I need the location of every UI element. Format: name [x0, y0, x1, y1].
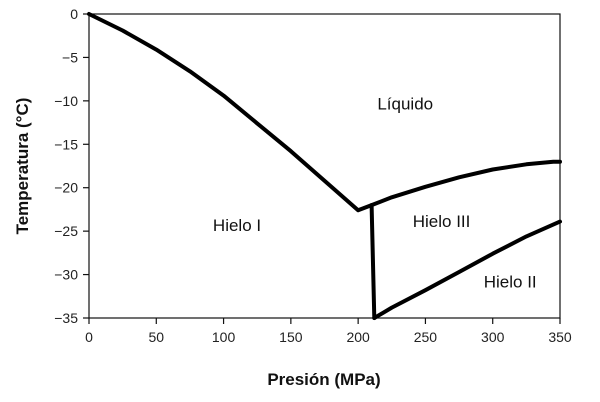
y-tick-label: −10 — [54, 93, 78, 109]
x-tick-label: 0 — [85, 329, 93, 345]
phase-boundary-line-2 — [369, 203, 377, 320]
x-axis: 0 50 100 150 200 250 300 350 — [85, 318, 572, 345]
x-tick-label: 150 — [279, 329, 303, 345]
plot-frame — [88, 13, 561, 319]
y-tick-label: −25 — [54, 223, 78, 239]
region-label: Hielo III — [413, 212, 471, 231]
region-label: Hielo II — [484, 273, 537, 292]
x-tick-label: 350 — [548, 329, 572, 345]
x-tick-label: 50 — [148, 329, 164, 345]
phase-boundary-line-4 — [372, 219, 562, 320]
x-axis-title: Presión (MPa) — [267, 370, 380, 389]
phase-boundary-line-1 — [87, 12, 374, 213]
phase-boundaries — [87, 12, 562, 320]
y-tick-label: −20 — [54, 180, 78, 196]
y-tick-label: −30 — [54, 267, 78, 283]
x-tick-label: 100 — [212, 329, 236, 345]
x-tick-label: 300 — [481, 329, 505, 345]
x-tick-label: 200 — [346, 329, 370, 345]
region-labels: Líquido Hielo I Hielo III Hielo II — [213, 95, 537, 292]
phase-boundary-line-3 — [369, 159, 562, 208]
region-label: Líquido — [377, 95, 433, 114]
y-tick-label: −5 — [62, 49, 78, 65]
y-axis-title: Temperatura (°C) — [13, 98, 32, 235]
y-tick-label: −35 — [54, 310, 78, 326]
y-tick-label: 0 — [70, 6, 78, 22]
x-tick-label: 250 — [414, 329, 438, 345]
y-axis: 0 −5 −10 −15 −20 −25 −30 −35 — [54, 6, 89, 326]
y-tick-label: −15 — [54, 136, 78, 152]
region-label: Hielo I — [213, 216, 261, 235]
